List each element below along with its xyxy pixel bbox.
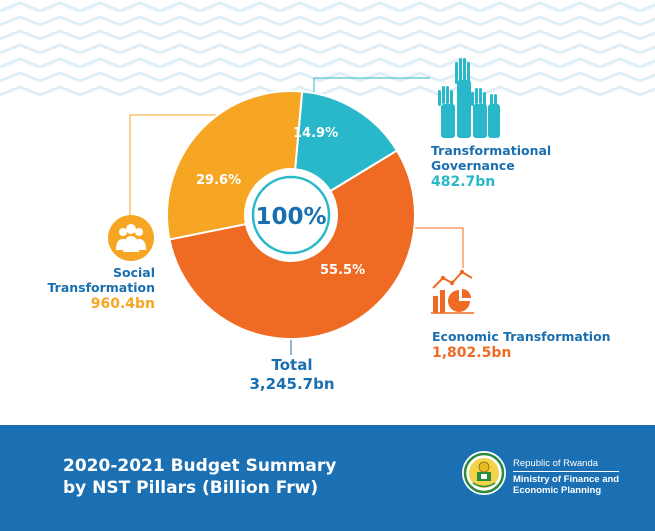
total-name: Total <box>271 356 313 374</box>
economic-leader-line <box>410 227 464 268</box>
social-label: Social Transformation 960.4bn <box>40 265 156 313</box>
ministry-name-line1: Ministry of Finance and <box>513 474 620 485</box>
slice-social <box>166 90 304 241</box>
slice-percent-economic: 55.5% <box>320 263 366 278</box>
footer-banner <box>0 425 655 531</box>
social-name-line1: Social <box>112 265 155 280</box>
total-label: Total 3,245.7bn <box>212 356 372 394</box>
slice-economic <box>168 149 416 340</box>
raised-hands-icon <box>438 58 500 138</box>
economic-name: Economic Transformation <box>432 329 611 344</box>
chart-growth-icon <box>431 269 474 314</box>
people-group-icon <box>108 215 154 261</box>
slice-percent-social: 29.6% <box>196 173 242 188</box>
governance-value: 482.7bn <box>431 174 496 190</box>
republic-name: Republic of Rwanda <box>513 458 620 472</box>
slice-governance <box>294 90 399 193</box>
economic-value: 1,802.5bn <box>432 345 512 361</box>
slice-percent-governance: 14.9% <box>293 126 339 141</box>
center-label: 100% <box>255 204 326 230</box>
economic-label: Economic Transformation 1,802.5bn <box>432 329 611 362</box>
social-name-line2: Transformation <box>47 280 156 295</box>
center-ring <box>251 175 331 255</box>
social-value: 960.4bn <box>90 296 155 312</box>
footer-title-line1: 2020-2021 Budget Summary <box>63 456 337 476</box>
governance-label: Transformational Governance 482.7bn <box>431 143 551 191</box>
governance-name-line2: Governance <box>431 158 515 173</box>
governance-name-line1: Transformational <box>431 143 552 158</box>
ministry-label: Republic of Rwanda Ministry of Finance a… <box>513 458 620 496</box>
donut-center <box>246 170 336 260</box>
zigzag-background <box>0 0 655 100</box>
coat-of-arms-seal <box>462 451 506 495</box>
footer-title-line2: by NST Pillars (Billion Frw) <box>63 478 319 498</box>
donut-chart <box>166 90 416 340</box>
total-value: 3,245.7bn <box>249 375 335 393</box>
footer-title: 2020-2021 Budget Summary by NST Pillars … <box>63 455 336 499</box>
ministry-name-line2: Economic Planning <box>513 485 602 496</box>
